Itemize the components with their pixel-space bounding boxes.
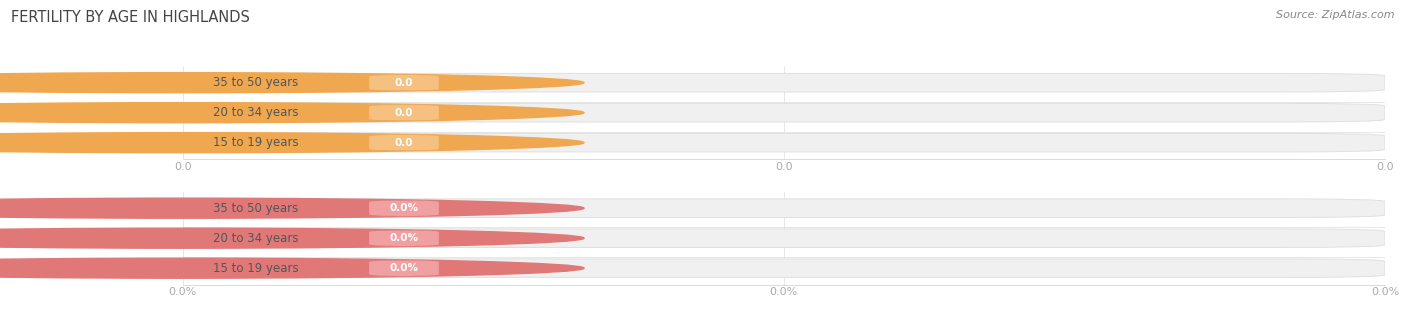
Circle shape [0, 228, 583, 248]
Text: 15 to 19 years: 15 to 19 years [212, 262, 298, 275]
Text: 35 to 50 years: 35 to 50 years [212, 202, 298, 215]
FancyBboxPatch shape [183, 73, 1385, 92]
FancyBboxPatch shape [183, 229, 1385, 248]
Text: 0.0: 0.0 [395, 138, 413, 148]
FancyBboxPatch shape [357, 260, 451, 276]
Text: 0.0%: 0.0% [389, 233, 419, 243]
FancyBboxPatch shape [183, 133, 1385, 152]
Text: Source: ZipAtlas.com: Source: ZipAtlas.com [1277, 10, 1395, 20]
Text: 20 to 34 years: 20 to 34 years [212, 232, 298, 245]
Circle shape [0, 258, 583, 278]
Text: 0.0: 0.0 [395, 78, 413, 88]
Circle shape [0, 133, 583, 153]
FancyBboxPatch shape [357, 105, 451, 121]
Circle shape [0, 72, 583, 93]
FancyBboxPatch shape [183, 103, 1385, 122]
FancyBboxPatch shape [357, 74, 451, 91]
Text: 0.0%: 0.0% [389, 263, 419, 273]
Text: 15 to 19 years: 15 to 19 years [212, 136, 298, 149]
Circle shape [0, 198, 583, 218]
FancyBboxPatch shape [183, 199, 1385, 217]
Circle shape [0, 103, 583, 123]
Text: 35 to 50 years: 35 to 50 years [212, 76, 298, 89]
FancyBboxPatch shape [357, 200, 451, 216]
FancyBboxPatch shape [357, 230, 451, 246]
Text: 20 to 34 years: 20 to 34 years [212, 106, 298, 119]
Text: FERTILITY BY AGE IN HIGHLANDS: FERTILITY BY AGE IN HIGHLANDS [11, 10, 250, 25]
Text: 0.0%: 0.0% [389, 203, 419, 213]
FancyBboxPatch shape [357, 134, 451, 151]
FancyBboxPatch shape [183, 259, 1385, 277]
Text: 0.0: 0.0 [395, 108, 413, 118]
